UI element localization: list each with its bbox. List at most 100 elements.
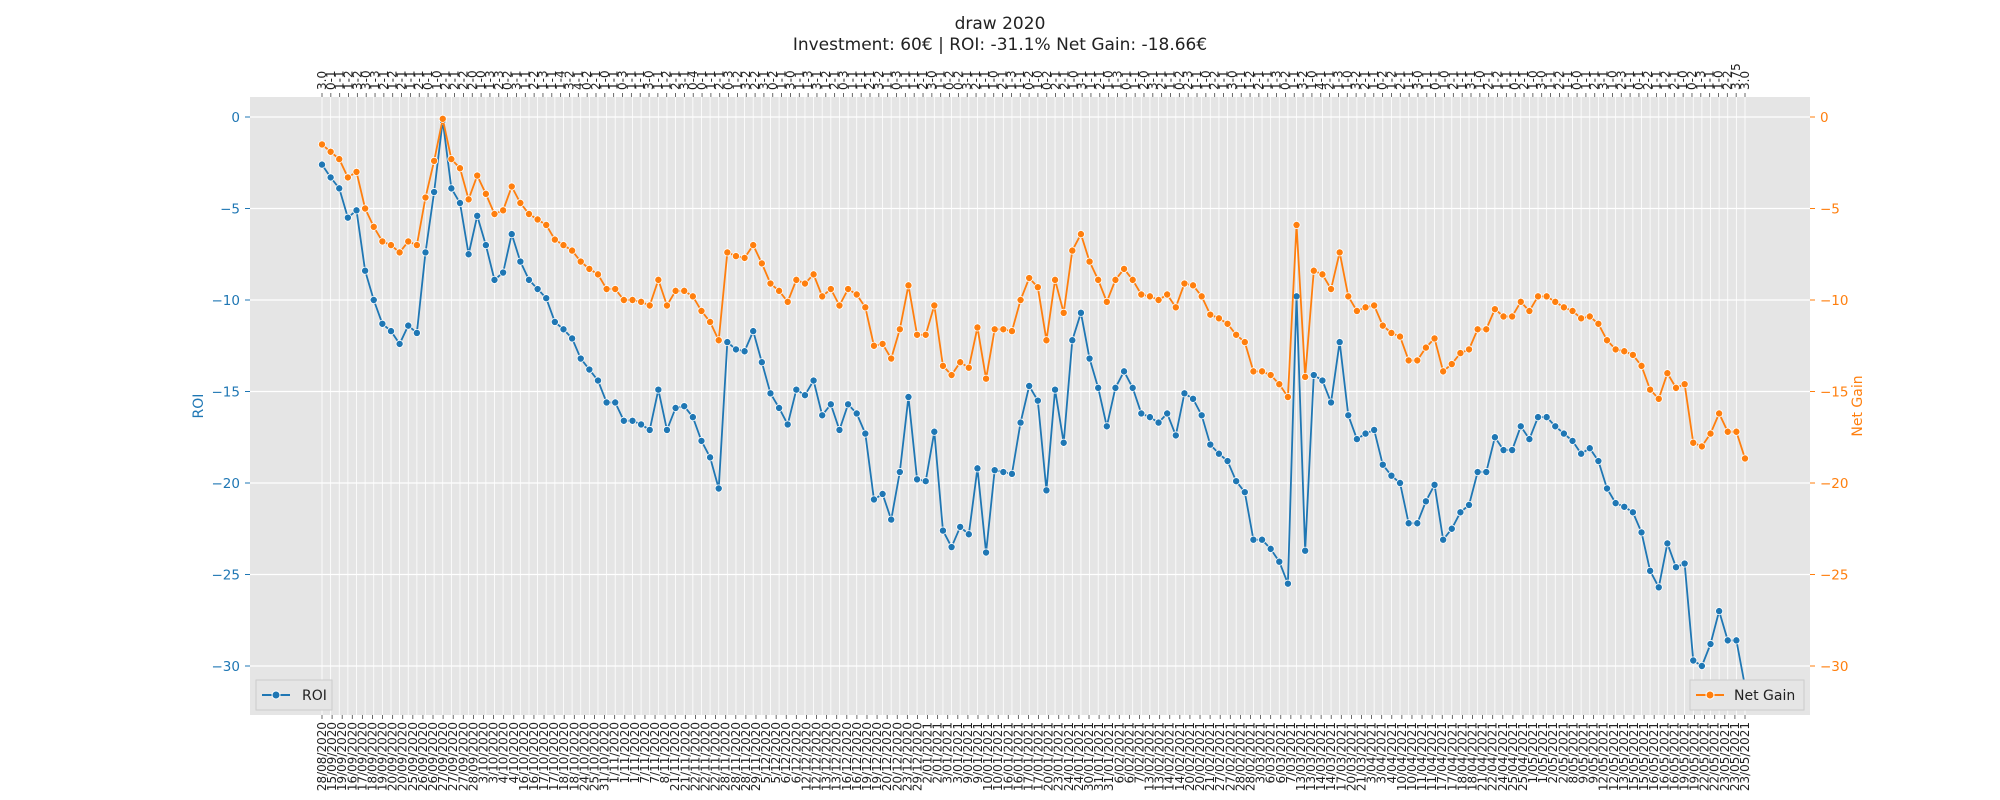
bottom-tick-label: 16/01/2021: [1011, 722, 1025, 791]
bottom-tick-label: 29/11/2020: [749, 722, 763, 791]
data-point: [490, 275, 499, 284]
bottom-tick-label: 6/12/2020: [789, 722, 803, 784]
bottom-tick-label: 18/09/2020: [365, 722, 379, 791]
top-tick-label: 1-3: [1110, 70, 1124, 90]
top-tick-label: 1-2: [342, 70, 356, 90]
data-point: [1335, 338, 1344, 347]
legend-net-gain-label: Net Gain: [1734, 688, 1795, 704]
left-tick-label: −5: [220, 202, 240, 218]
data-point: [818, 411, 827, 420]
data-point: [956, 358, 965, 367]
data-point: [1387, 328, 1396, 337]
top-tick-label: 1-0: [1066, 70, 1080, 90]
data-point: [602, 398, 611, 407]
data-point: [1680, 380, 1689, 389]
top-tick-label: 3-1: [1597, 70, 1611, 90]
bottom-tick-label: 20/09/2020: [396, 722, 410, 791]
top-tick-label: 1-2: [386, 70, 400, 90]
data-point: [1111, 383, 1120, 392]
bottom-tick-label: 27/09/2020: [436, 722, 450, 791]
data-point: [611, 398, 620, 407]
top-tick-label: 0-3: [890, 70, 904, 90]
top-tick-label: 1-0: [1199, 70, 1213, 90]
top-tick-label: 3-2: [562, 70, 576, 90]
bottom-tick-label: 10/01/2021: [981, 722, 995, 791]
bottom-tick-label: 24/01/2021: [1072, 722, 1086, 791]
bottom-tick-label: 19/12/2020: [860, 722, 874, 791]
bottom-tick-label: 19/09/2020: [335, 722, 349, 791]
top-tick-label: 2-3: [1614, 70, 1628, 90]
data-point: [1447, 360, 1456, 369]
data-point: [878, 339, 887, 348]
data-point: [533, 215, 542, 224]
legend-net-gain: Net Gain: [1689, 679, 1805, 711]
data-point: [1473, 468, 1482, 477]
top-tick-label: 0-2: [951, 70, 965, 90]
data-point: [844, 285, 853, 294]
data-point: [1456, 349, 1465, 358]
bottom-tick-label: 16/05/2021: [1667, 722, 1681, 791]
data-point: [1439, 535, 1448, 544]
top-tick-label: 3.75: [1729, 63, 1743, 90]
data-point: [766, 279, 775, 288]
bottom-tick-label: 25/04/2021: [1506, 722, 1520, 791]
top-tick-label: 1-1: [545, 70, 559, 90]
data-point: [1534, 292, 1543, 301]
top-tick-label: 2-1: [448, 70, 462, 90]
bottom-tick-label: 17/01/2021: [1032, 722, 1046, 791]
data-point: [1197, 411, 1206, 420]
bottom-tick-label: 27/09/2020: [446, 722, 460, 791]
bottom-tick-label: 22/11/2020: [688, 722, 702, 791]
data-point: [602, 285, 611, 294]
data-point: [533, 285, 542, 294]
bottom-tick-label: 17/01/2021: [1021, 722, 1035, 791]
data-point: [869, 341, 878, 350]
data-point: [1059, 308, 1068, 317]
top-tick-label: 2-0: [1137, 70, 1151, 90]
data-point: [1076, 308, 1085, 317]
data-point: [852, 290, 861, 299]
data-point: [861, 429, 870, 438]
bottom-tick-label: 17/10/2020: [547, 722, 561, 791]
bottom-tick-label: 10/04/2021: [1395, 722, 1409, 791]
data-point: [464, 195, 473, 204]
bottom-tick-label: 25/10/2020: [587, 722, 601, 791]
data-point: [792, 275, 801, 284]
right-tick-label: −5: [1820, 202, 1840, 218]
series-layer: [317, 114, 1750, 691]
data-point: [1568, 306, 1577, 315]
top-tick-label: 3.0: [1738, 71, 1752, 90]
top-tick-label: 1-1: [854, 70, 868, 90]
bottom-tick-label: 29/12/2020: [910, 722, 924, 791]
data-point: [1111, 275, 1120, 284]
bottom-tick-label: 13/12/2020: [820, 722, 834, 791]
bottom-tick-label: 1/11/2020: [608, 722, 622, 784]
bottom-tick-label: 21/11/2020: [678, 722, 692, 791]
data-point: [1120, 264, 1129, 273]
data-point: [326, 147, 335, 156]
bottom-tick-label: 22/05/2021: [1708, 722, 1722, 791]
data-point: [818, 292, 827, 301]
data-point: [861, 303, 870, 312]
data-point: [352, 167, 361, 176]
data-point: [757, 259, 766, 268]
bottom-tick-label: 18/10/2020: [557, 722, 571, 791]
bottom-tick-label: 5/12/2020: [759, 722, 773, 784]
bottom-tick-label: 22/11/2020: [699, 722, 713, 791]
top-tick-label: 0-3: [722, 70, 736, 90]
data-point: [990, 325, 999, 334]
data-point: [1016, 295, 1025, 304]
bottom-tick-label: 23/12/2020: [900, 722, 914, 791]
top-tick-label: 0-2: [1040, 70, 1054, 90]
data-point: [645, 301, 654, 310]
data-point: [1672, 383, 1681, 392]
top-tick-label: 1-1: [978, 70, 992, 90]
data-point: [1240, 488, 1249, 497]
bottom-tick-label: 20/12/2020: [880, 722, 894, 791]
bottom-tick-label: 16/05/2021: [1647, 722, 1661, 791]
data-point: [1723, 636, 1732, 645]
data-point: [1344, 411, 1353, 420]
data-point: [1007, 469, 1016, 478]
data-point: [447, 184, 456, 193]
top-tick-label: 3-0: [1411, 70, 1425, 90]
